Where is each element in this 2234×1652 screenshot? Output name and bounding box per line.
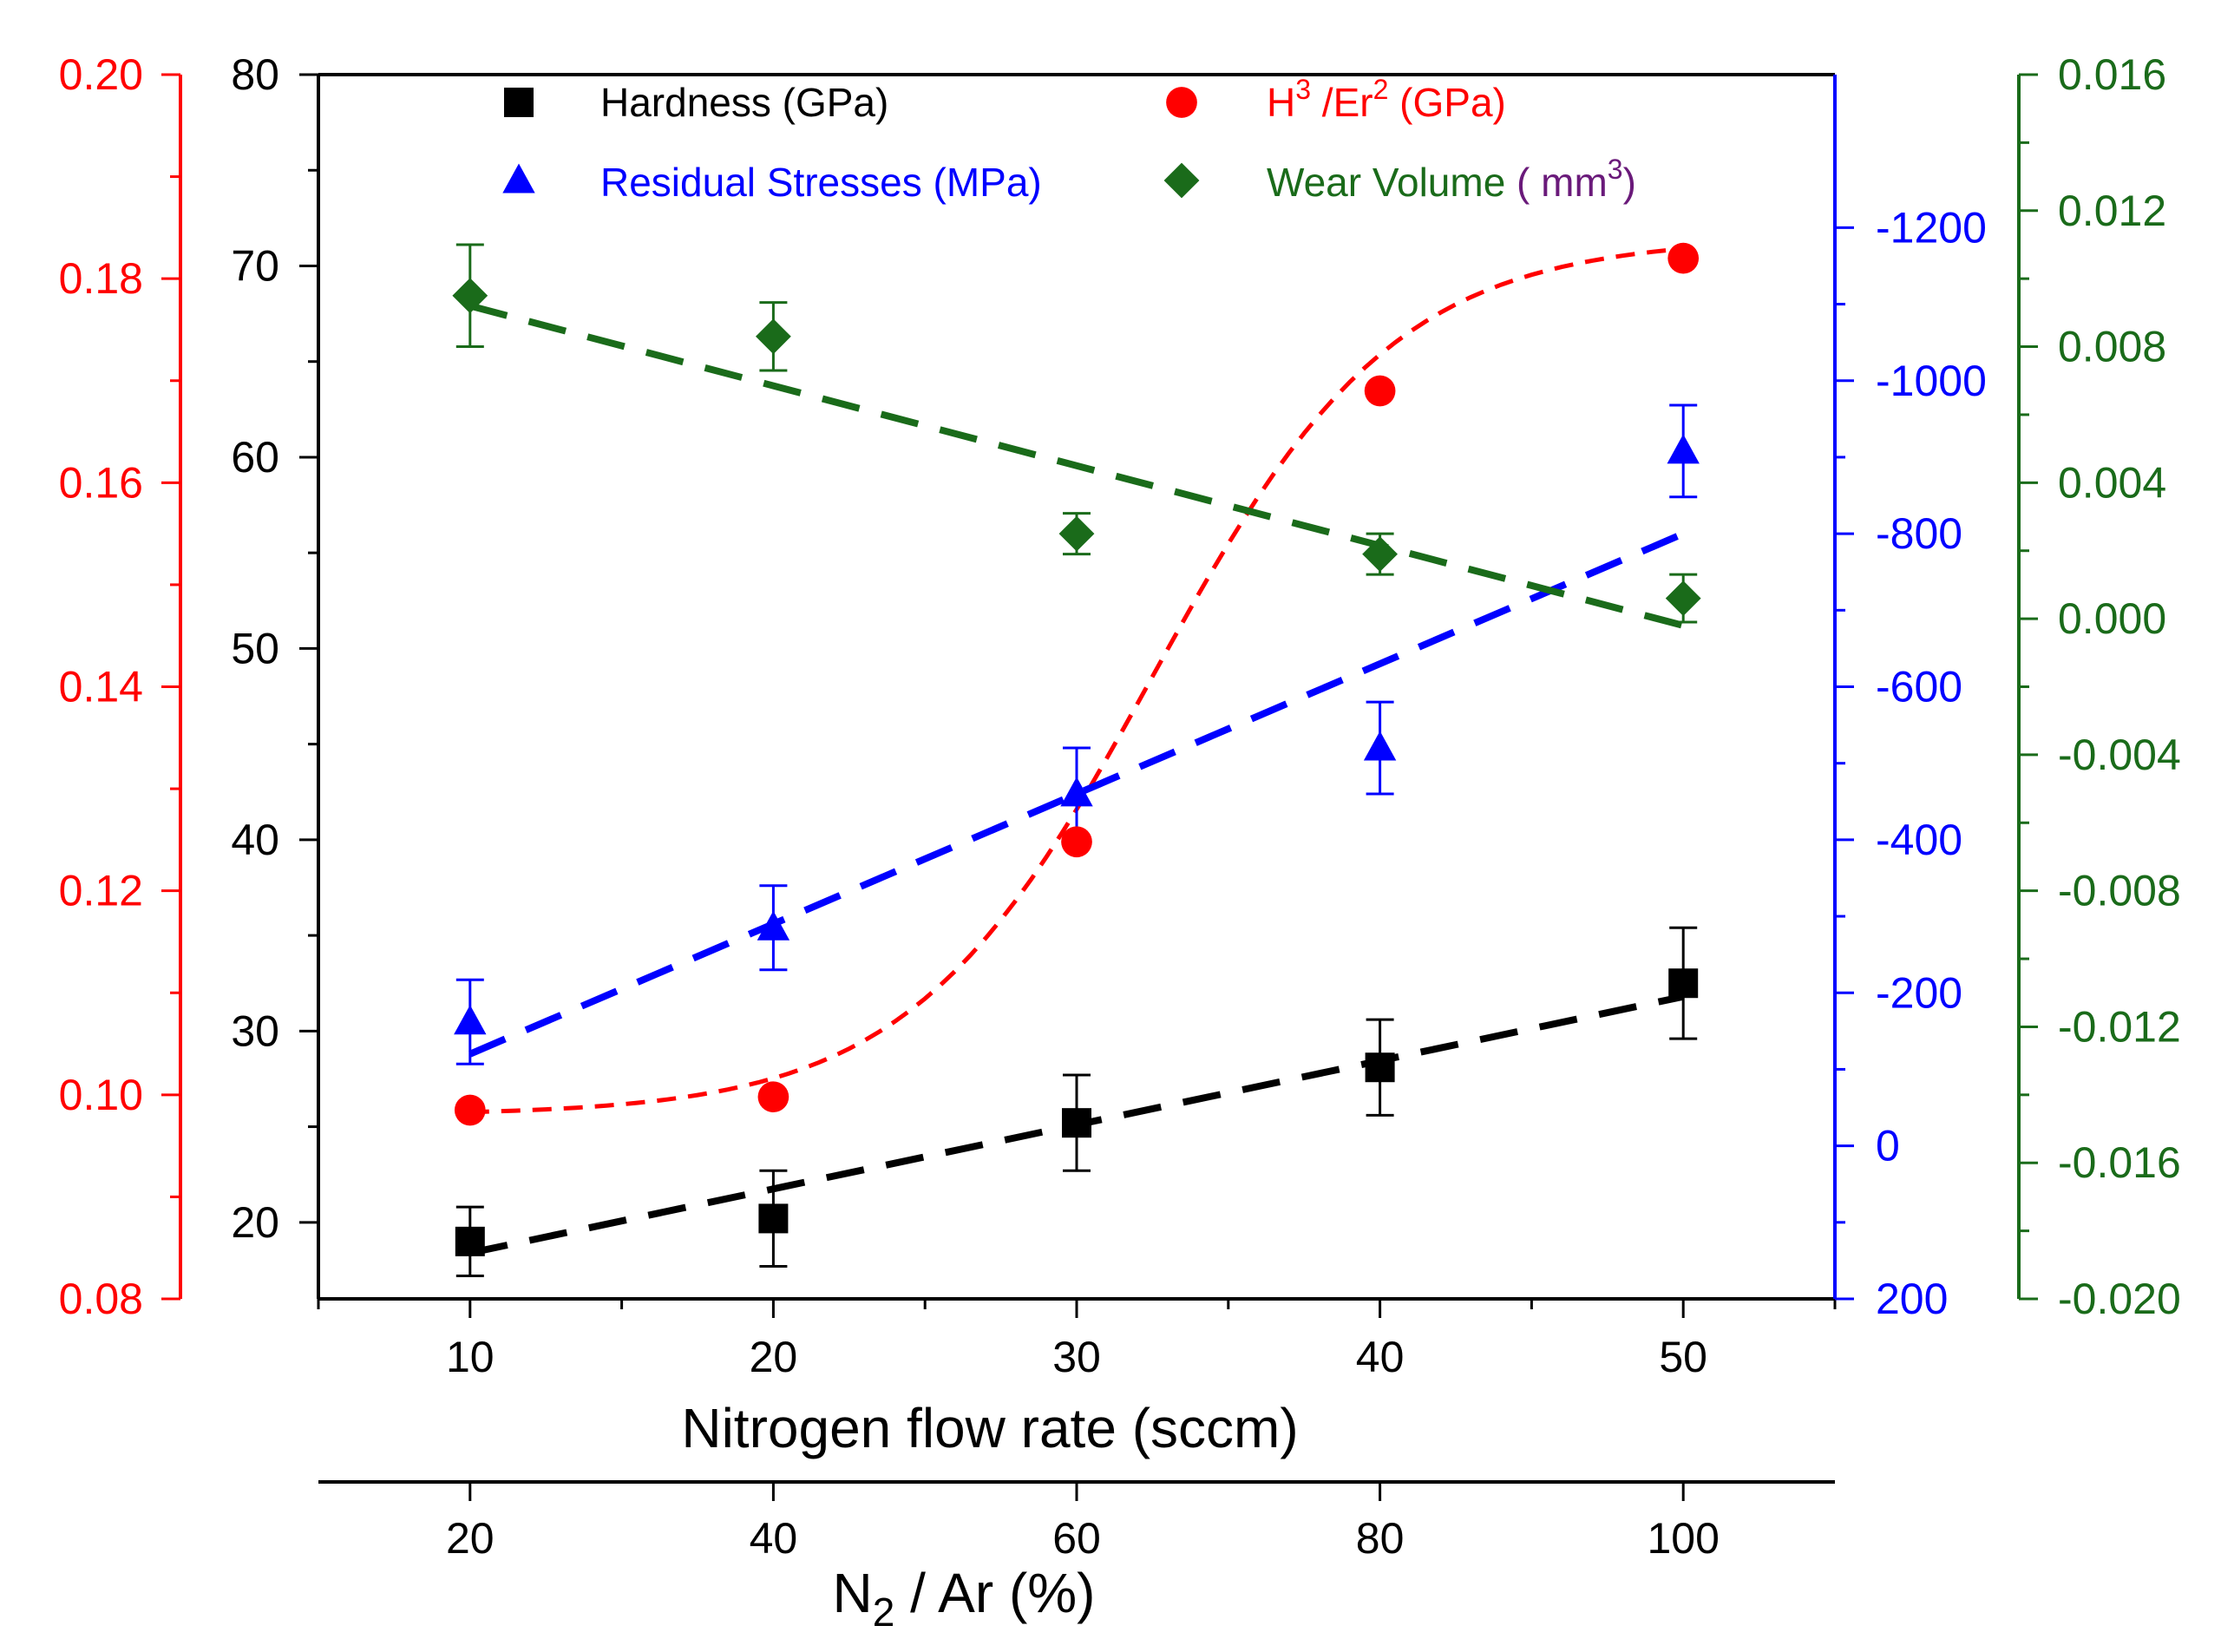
y-tick-label-hardness: 70 xyxy=(231,241,279,290)
y-tick-label-wear: -0.004 xyxy=(2058,731,2181,779)
y-tick-label-stress: -200 xyxy=(1876,968,1962,1017)
y-tick-label-h3er2: 0.08 xyxy=(59,1275,143,1323)
y-tick-label-stress: -1200 xyxy=(1876,203,1987,252)
legend-label: Hardness (GPa) xyxy=(600,80,888,125)
x2-tick-label: 60 xyxy=(1052,1514,1101,1563)
data-point-diamond xyxy=(1665,580,1701,616)
data-point-triangle xyxy=(1363,731,1397,761)
legend-label: Residual Stresses (MPa) xyxy=(600,160,1042,205)
x2-tick-label: 100 xyxy=(1647,1514,1719,1563)
x2-tick-label: 20 xyxy=(446,1514,495,1563)
y-tick-label-hardness: 50 xyxy=(231,624,279,672)
y-tick-label-wear: -0.012 xyxy=(2058,1002,2181,1051)
data-point-circle xyxy=(1667,242,1700,274)
data-point-diamond xyxy=(1362,536,1398,573)
y-tick-label-h3er2: 0.14 xyxy=(59,663,143,711)
y-tick-label-hardness: 40 xyxy=(231,816,279,864)
data-point-square xyxy=(1062,1108,1091,1138)
y-tick-label-wear: -0.008 xyxy=(2058,867,2181,915)
y-tick-label-wear: 0.008 xyxy=(2058,323,2166,371)
y-tick-label-stress: 200 xyxy=(1876,1275,1948,1323)
data-point-circle xyxy=(757,1081,789,1113)
data-point-square xyxy=(1365,1052,1395,1083)
data-point-triangle xyxy=(757,910,790,941)
y-tick-label-stress: -400 xyxy=(1876,816,1962,864)
y-tick-label-wear: 0.012 xyxy=(2058,187,2166,235)
legend-marker-square xyxy=(504,88,534,117)
x-tick-label: 50 xyxy=(1659,1333,1707,1381)
y-tick-label-wear: 0.004 xyxy=(2058,458,2166,507)
y-tick-label-wear: 0.016 xyxy=(2058,50,2166,99)
y-tick-label-stress: -1000 xyxy=(1876,357,1987,405)
legend: Hardness (GPa) H3 /Er2 (GPa) Residual Stre… xyxy=(502,74,1636,205)
x-axis-title: Nitrogen flow rate (sccm) xyxy=(681,1397,1298,1459)
legend-label: H3 /Er2 (GPa) xyxy=(1267,74,1506,125)
legend-marker-triangle xyxy=(502,163,535,193)
y-tick-label-h3er2: 0.20 xyxy=(59,50,143,99)
x2-tick-label: 80 xyxy=(1356,1514,1405,1563)
x2-axis-title: N2 / Ar (%) xyxy=(833,1562,1096,1635)
y-tick-label-wear: 0.000 xyxy=(2058,594,2166,643)
legend-marker-diamond xyxy=(1163,162,1200,199)
y-tick-label-hardness: 60 xyxy=(231,433,279,482)
data-point-triangle xyxy=(1060,777,1093,807)
data-point-triangle xyxy=(1667,434,1700,464)
y-tick-label-h3er2: 0.10 xyxy=(59,1071,143,1119)
data-point-square xyxy=(758,1203,789,1234)
y-tick-label-stress: -800 xyxy=(1876,509,1962,558)
x-tick-label: 10 xyxy=(446,1333,495,1381)
fit-line xyxy=(468,530,1685,1058)
y-tick-label-h3er2: 0.18 xyxy=(59,254,143,303)
y-tick-label-stress: -600 xyxy=(1876,663,1962,711)
data-point-circle xyxy=(454,1094,486,1126)
legend-marker-circle xyxy=(1166,87,1197,118)
axes: 10 20 30 40 50 Nitrogen flow rate (sccm) 20 40 6… xyxy=(59,50,2181,1635)
data-point-square xyxy=(1668,968,1699,999)
data-point-diamond xyxy=(756,318,791,355)
y-tick-label-wear: -0.020 xyxy=(2058,1275,2181,1323)
y-tick-label-hardness: 80 xyxy=(231,50,279,99)
y-tick-label-h3er2: 0.16 xyxy=(59,458,143,507)
data-point-triangle xyxy=(454,1005,487,1035)
y-tick-label-h3er2: 0.12 xyxy=(59,867,143,915)
legend-label: Wear Volume ( mm3) xyxy=(1267,154,1636,205)
data-point-diamond xyxy=(452,278,488,314)
data-point-circle xyxy=(1364,375,1396,407)
x-tick-label: 20 xyxy=(750,1333,798,1381)
y-tick-label-hardness: 30 xyxy=(231,1006,279,1055)
x-tick-label: 40 xyxy=(1356,1333,1405,1381)
y-tick-label-wear: -0.016 xyxy=(2058,1138,2181,1187)
x-tick-label: 30 xyxy=(1052,1333,1101,1381)
y-tick-label-stress: 0 xyxy=(1876,1122,1900,1170)
data-point-diamond xyxy=(1058,515,1095,552)
data-point-square xyxy=(455,1226,485,1256)
x2-tick-label: 40 xyxy=(750,1514,798,1563)
data-markers xyxy=(452,242,1701,1256)
data-point-circle xyxy=(1061,826,1092,858)
fit-line xyxy=(468,302,1685,629)
y-tick-label-hardness: 20 xyxy=(231,1198,279,1247)
